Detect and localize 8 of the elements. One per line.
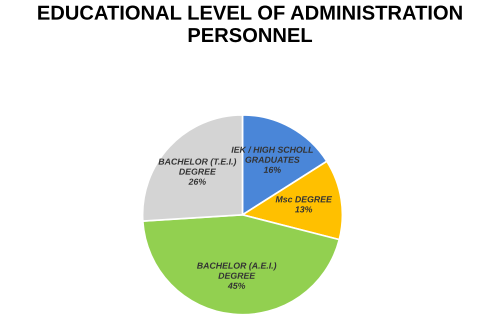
slice-label: BACHELOR (A.E.I.) DEGREE (196, 262, 276, 279)
slice-label: BACHELOR (T.E.I.) DEGREE (158, 158, 236, 175)
data-label: 13% (295, 206, 312, 212)
data-label: 26% (188, 178, 206, 185)
data-label: 45% (228, 282, 246, 289)
chart-title: EDUCATIONAL LEVEL OF ADMINISTRATION PERSONNEL (38, 6, 462, 42)
data-label: 16% (264, 166, 281, 173)
slice-label: Msc DEGREE (276, 196, 332, 202)
